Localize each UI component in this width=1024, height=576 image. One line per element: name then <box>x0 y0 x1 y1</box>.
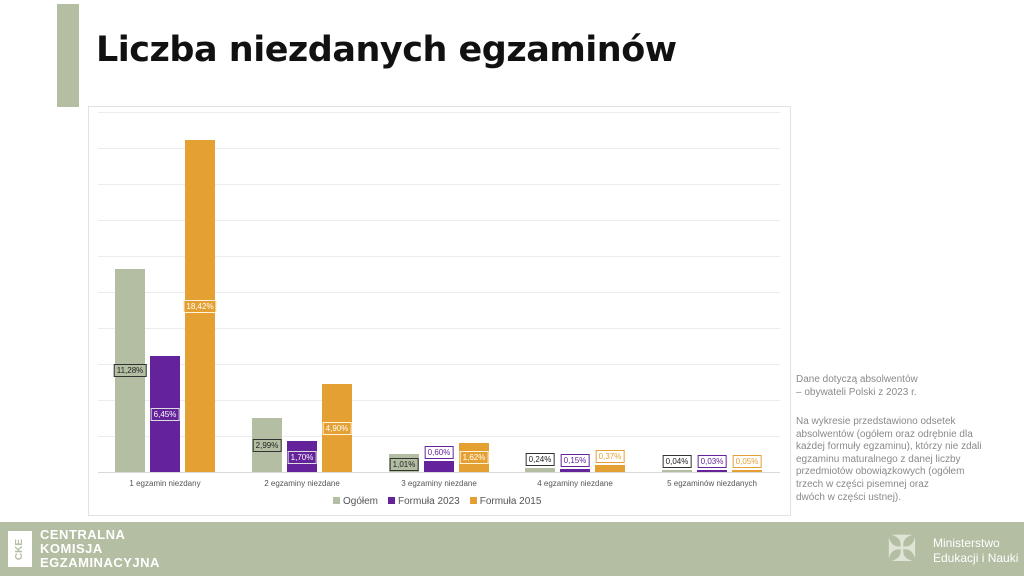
cke-name: CENTRALNA KOMISJA EGZAMINACYJNA <box>40 527 160 570</box>
gridline <box>98 220 780 221</box>
data-label: 1,01% <box>389 458 419 471</box>
category-label: 2 egzaminy niezdane <box>264 479 340 488</box>
data-label: 0,60% <box>424 446 454 460</box>
data-label: 2,99% <box>252 439 282 453</box>
gridline <box>98 256 780 257</box>
category-label: 3 egzaminy niezdane <box>401 479 477 488</box>
bar <box>662 470 692 472</box>
gridline <box>98 364 780 365</box>
data-label: 0,03% <box>697 455 727 468</box>
legend-item-formula-2015: Formuła 2015 <box>469 496 541 507</box>
data-label: 0,04% <box>662 455 692 468</box>
bar <box>595 465 625 472</box>
gridline <box>98 328 780 329</box>
chart-baseline <box>98 472 780 473</box>
legend-item-formula-2023: Formuła 2023 <box>388 496 460 507</box>
data-label: 0,37% <box>595 450 625 464</box>
data-label: 4,90% <box>322 421 352 435</box>
category-label: 5 egzaminów niezdanych <box>667 479 757 488</box>
footer-bar <box>0 522 1024 576</box>
note-description: Na wykresie przedstawiono odsetek absolw… <box>796 416 982 503</box>
data-label: 1,62% <box>459 451 489 464</box>
data-label: 0,24% <box>525 452 555 466</box>
gridline <box>98 148 780 149</box>
category-label: 1 egzamin niezdany <box>129 479 201 488</box>
gridline <box>98 292 780 293</box>
category-label: 4 egzaminy niezdane <box>537 479 613 488</box>
bar <box>424 461 454 472</box>
data-label: 18,42% <box>183 300 217 314</box>
gridline <box>98 112 780 113</box>
eagle-emblem-icon: ✠ <box>886 528 918 569</box>
legend-item-ogolem: Ogółem <box>333 496 378 507</box>
page-title: Liczba niezdanych egzaminów <box>96 30 677 70</box>
gridline <box>98 400 780 401</box>
data-label: 0,05% <box>732 455 762 468</box>
data-label: 11,28% <box>113 364 147 378</box>
bar <box>560 469 590 472</box>
title-accent-bar <box>57 4 79 107</box>
bar <box>732 470 762 472</box>
ministry-name: Ministerstwo Edukacji i Nauki <box>933 536 1019 565</box>
bar <box>525 467 555 472</box>
bar <box>697 470 727 472</box>
chart-legend: Ogółem Formuła 2023 Formuła 2015 <box>333 496 541 507</box>
note-intro: Dane dotyczą absolwentów – obywateli Pol… <box>796 374 918 398</box>
cke-logo-icon: CKE <box>8 531 32 567</box>
gridline <box>98 436 780 437</box>
data-label: 6,45% <box>150 407 180 421</box>
data-label: 1,70% <box>287 450 317 464</box>
data-label: 0,15% <box>560 454 590 468</box>
gridline <box>98 184 780 185</box>
